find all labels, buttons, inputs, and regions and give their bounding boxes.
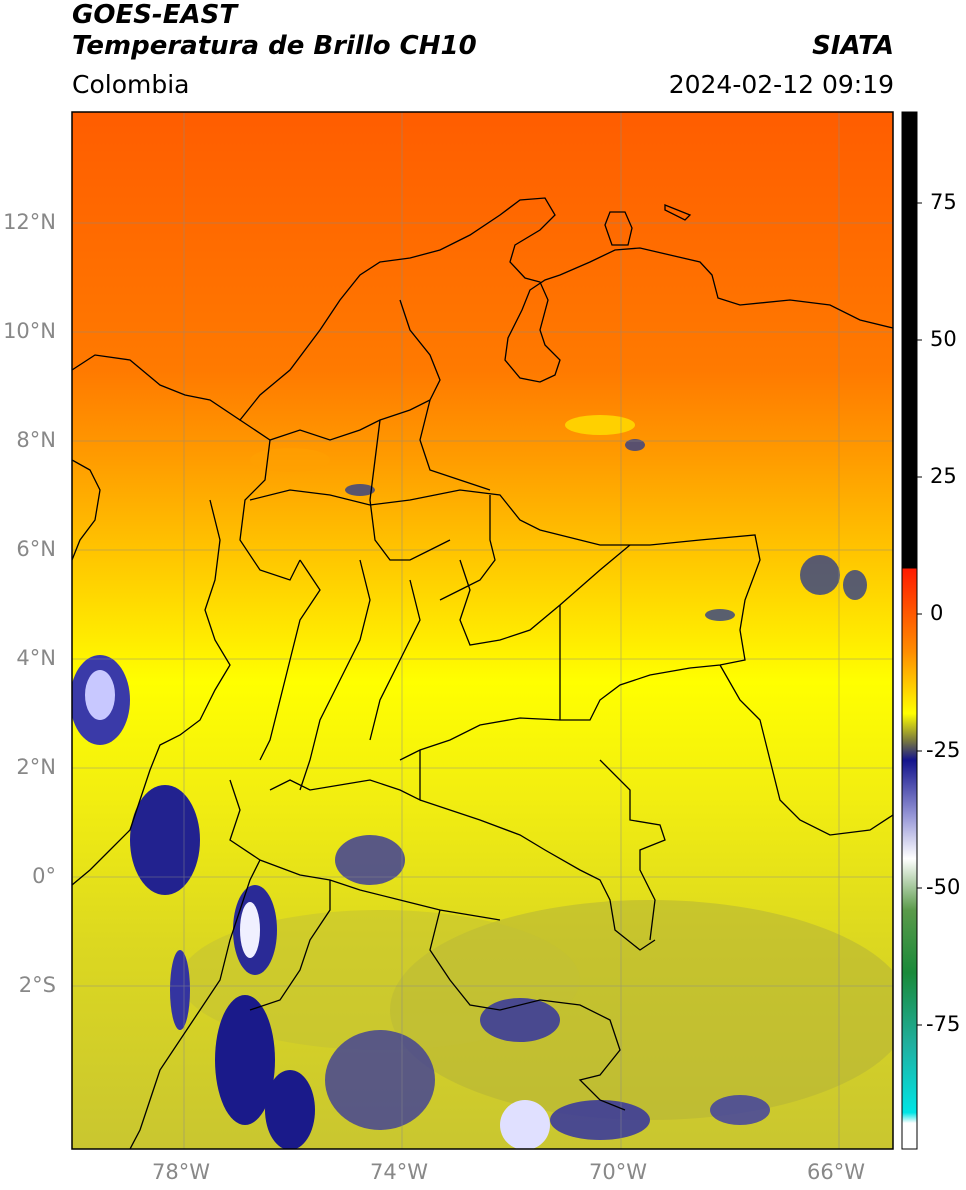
cloud-features <box>72 415 893 1149</box>
lon-label: 70°W <box>589 1160 647 1184</box>
lat-label: 2°N <box>16 755 56 779</box>
lat-label: 10°N <box>3 319 56 343</box>
lat-label: 4°N <box>16 646 56 670</box>
colorbar-label: 0 <box>930 601 944 625</box>
region-label: Colombia <box>72 70 190 99</box>
colorbar-label: -25 <box>926 738 961 762</box>
lat-label: 8°N <box>16 428 56 452</box>
agency-label: SIATA <box>812 31 894 61</box>
boundaries <box>72 197 893 1149</box>
colorbar-label: -50 <box>926 875 961 899</box>
lat-label: 0° <box>32 864 56 888</box>
colorbar-label: -75 <box>926 1012 961 1036</box>
timestamp-label: 2024-02-12 09:19 <box>668 70 894 99</box>
title-line-1: GOES-EAST <box>72 0 238 30</box>
lat-label: 12°N <box>3 210 56 234</box>
lat-label: 6°N <box>16 537 56 561</box>
colorbar-label: 75 <box>930 190 957 214</box>
map-frame <box>71 111 894 1150</box>
lon-label: 78°W <box>152 1160 210 1184</box>
graticule <box>72 112 893 1149</box>
colorbar <box>901 111 918 1150</box>
title-line-2: Temperatura de Brillo CH10 <box>72 31 477 61</box>
lat-label: 2°S <box>18 973 56 997</box>
colorbar-ticks <box>917 202 922 1026</box>
colorbar-label: 50 <box>930 327 957 351</box>
lon-label: 66°W <box>807 1160 865 1184</box>
lon-label: 74°W <box>370 1160 428 1184</box>
colorbar-label: 25 <box>930 464 957 488</box>
